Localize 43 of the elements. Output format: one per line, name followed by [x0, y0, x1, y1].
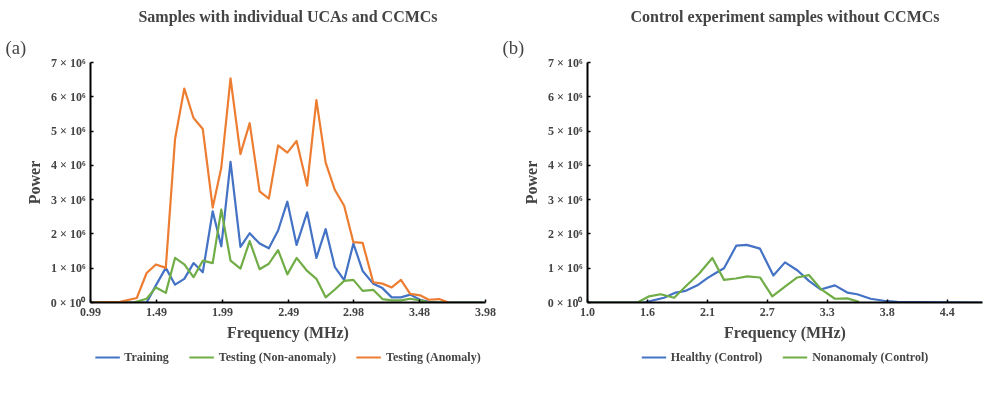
y-tick-label: 7 × 10⁶	[548, 55, 583, 70]
x-tick-label: 3.98	[475, 304, 496, 319]
text: (b)	[502, 36, 525, 59]
y-tick-label: 7 × 10⁶	[51, 55, 86, 70]
x-tick-label: 3.8	[879, 304, 895, 319]
x-tick-label: 0.99	[80, 304, 101, 319]
x-tick-label: 4.4	[939, 304, 955, 319]
y-axis-title: Power	[522, 160, 540, 205]
x-tick-label: 3.3	[819, 304, 835, 319]
x-tick-label: 1.6	[639, 304, 655, 319]
x-tick-label: 2.1	[699, 304, 715, 319]
y-tick-label: 3 × 10⁶	[548, 192, 583, 207]
legend-label: Testing (Non-anomaly)	[218, 349, 337, 365]
y-axis-title: Power	[25, 160, 43, 205]
legend-label: Training	[124, 349, 169, 365]
y-tick-label: 4 × 10⁶	[548, 158, 583, 173]
legend-label: Healthy (Control)	[670, 349, 763, 365]
x-tick-label: 1.0	[580, 304, 595, 319]
y-tick-label: 5 × 10⁶	[51, 124, 86, 139]
chart-title: Control experiment samples without CCMCs	[630, 7, 940, 26]
x-tick-label: 1.99	[212, 304, 234, 319]
legend-label: Testing (Anomaly)	[386, 349, 481, 365]
x-tick-label: 2.49	[278, 304, 300, 319]
x-tick-label: 3.48	[408, 304, 430, 319]
line-series	[587, 256, 861, 303]
text: (a)	[5, 36, 27, 59]
y-tick-label: 2 × 10⁶	[548, 226, 583, 241]
y-tick-label: 4 × 10⁶	[51, 158, 86, 173]
y-tick-label: 6 × 10⁶	[548, 89, 583, 104]
y-tick-label: 1 × 10⁶	[548, 261, 583, 276]
y-tick-label: 3 × 10⁶	[51, 192, 86, 207]
legend-label: Nonanomaly (Control)	[812, 349, 929, 365]
x-tick-label: 2.98	[342, 304, 364, 319]
x-tick-label: 1.49	[146, 304, 168, 319]
x-axis-title: Frequency (MHz)	[724, 323, 846, 342]
y-tick-label: 5 × 10⁶	[548, 124, 583, 139]
chart-title: Samples with individual UCAs and CCMCs	[138, 7, 438, 26]
y-tick-label: 1 × 10⁶	[51, 261, 86, 276]
line-series	[90, 77, 450, 303]
y-tick-label: 2 × 10⁶	[51, 226, 86, 241]
y-tick-label: 6 × 10⁶	[51, 89, 86, 104]
x-axis-title: Frequency (MHz)	[227, 323, 349, 342]
x-tick-label: 2.7	[759, 304, 775, 319]
